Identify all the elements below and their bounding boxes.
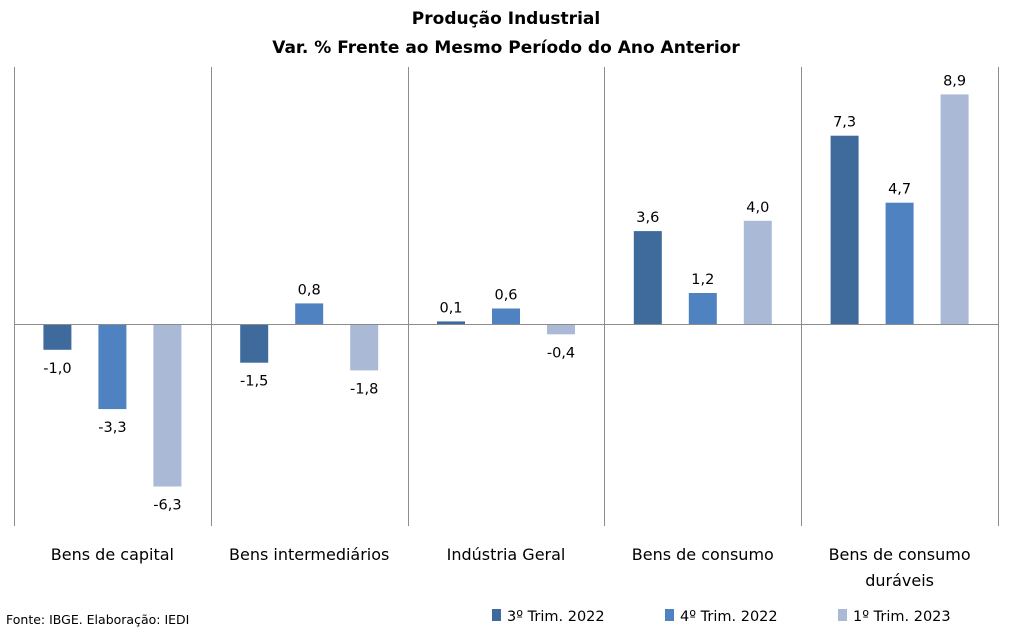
data-label: -3,3 [98, 420, 126, 436]
bar [437, 321, 465, 324]
data-label: -1,8 [350, 381, 378, 397]
data-label: 0,6 [494, 288, 517, 304]
data-label: -1,0 [43, 361, 71, 377]
category-label: Indústria Geral [447, 545, 566, 564]
bar [153, 324, 182, 487]
bar [633, 231, 662, 324]
bar [350, 324, 379, 371]
bar [98, 324, 127, 410]
legend-entry: 1º Trim. 2023 [853, 609, 951, 625]
bar [547, 324, 575, 335]
category-label: Bens de capital [51, 545, 174, 564]
bar [492, 308, 520, 324]
chart-title: Produção Industrial [412, 9, 600, 29]
bar [885, 202, 914, 324]
chart-subtitle: Var. % Frente ao Mesmo Período do Ano An… [272, 38, 740, 58]
bar [240, 324, 269, 363]
category-label: Bens de consumo [632, 545, 774, 564]
category-label: Bens de consumo [829, 545, 971, 564]
bar [743, 220, 772, 324]
legend-swatch [838, 609, 847, 621]
data-label: 4,0 [746, 200, 769, 216]
data-label: 7,3 [833, 115, 856, 131]
data-label: 8,9 [943, 73, 966, 89]
bar [688, 293, 717, 324]
category-label: duráveis [865, 571, 934, 590]
data-label: 1,2 [691, 272, 714, 288]
category-labels: Bens de capital Bens intermediários Indúst… [51, 545, 971, 590]
data-label: -1,5 [240, 374, 268, 390]
data-label: -0,4 [547, 345, 575, 361]
source-note: Fonte: IBGE. Elaboração: IEDI [6, 612, 189, 627]
legend-entry: 4º Trim. 2022 [680, 609, 778, 625]
bar [43, 324, 72, 350]
data-label: 3,6 [636, 210, 659, 226]
bar [295, 303, 324, 324]
legend-swatch [492, 609, 501, 621]
legend-swatch [665, 609, 674, 621]
data-label: 4,7 [888, 182, 911, 198]
legend-entry: 3º Trim. 2022 [507, 609, 605, 625]
data-label: 0,1 [439, 300, 462, 316]
data-label: 0,8 [298, 282, 321, 298]
bar [940, 94, 969, 325]
bar [830, 135, 859, 324]
plot-area: -1,0 -3,3 -6,3 -1,5 0,8 -1,8 0,1 0,6 -0,4 3,6 1,2 4… [14, 67, 999, 526]
legend: 3º Trim. 2022 4º Trim. 2022 1º Trim. 2023 [492, 609, 951, 625]
category-label: Bens intermediários [229, 545, 389, 564]
data-label: -6,3 [153, 498, 181, 514]
